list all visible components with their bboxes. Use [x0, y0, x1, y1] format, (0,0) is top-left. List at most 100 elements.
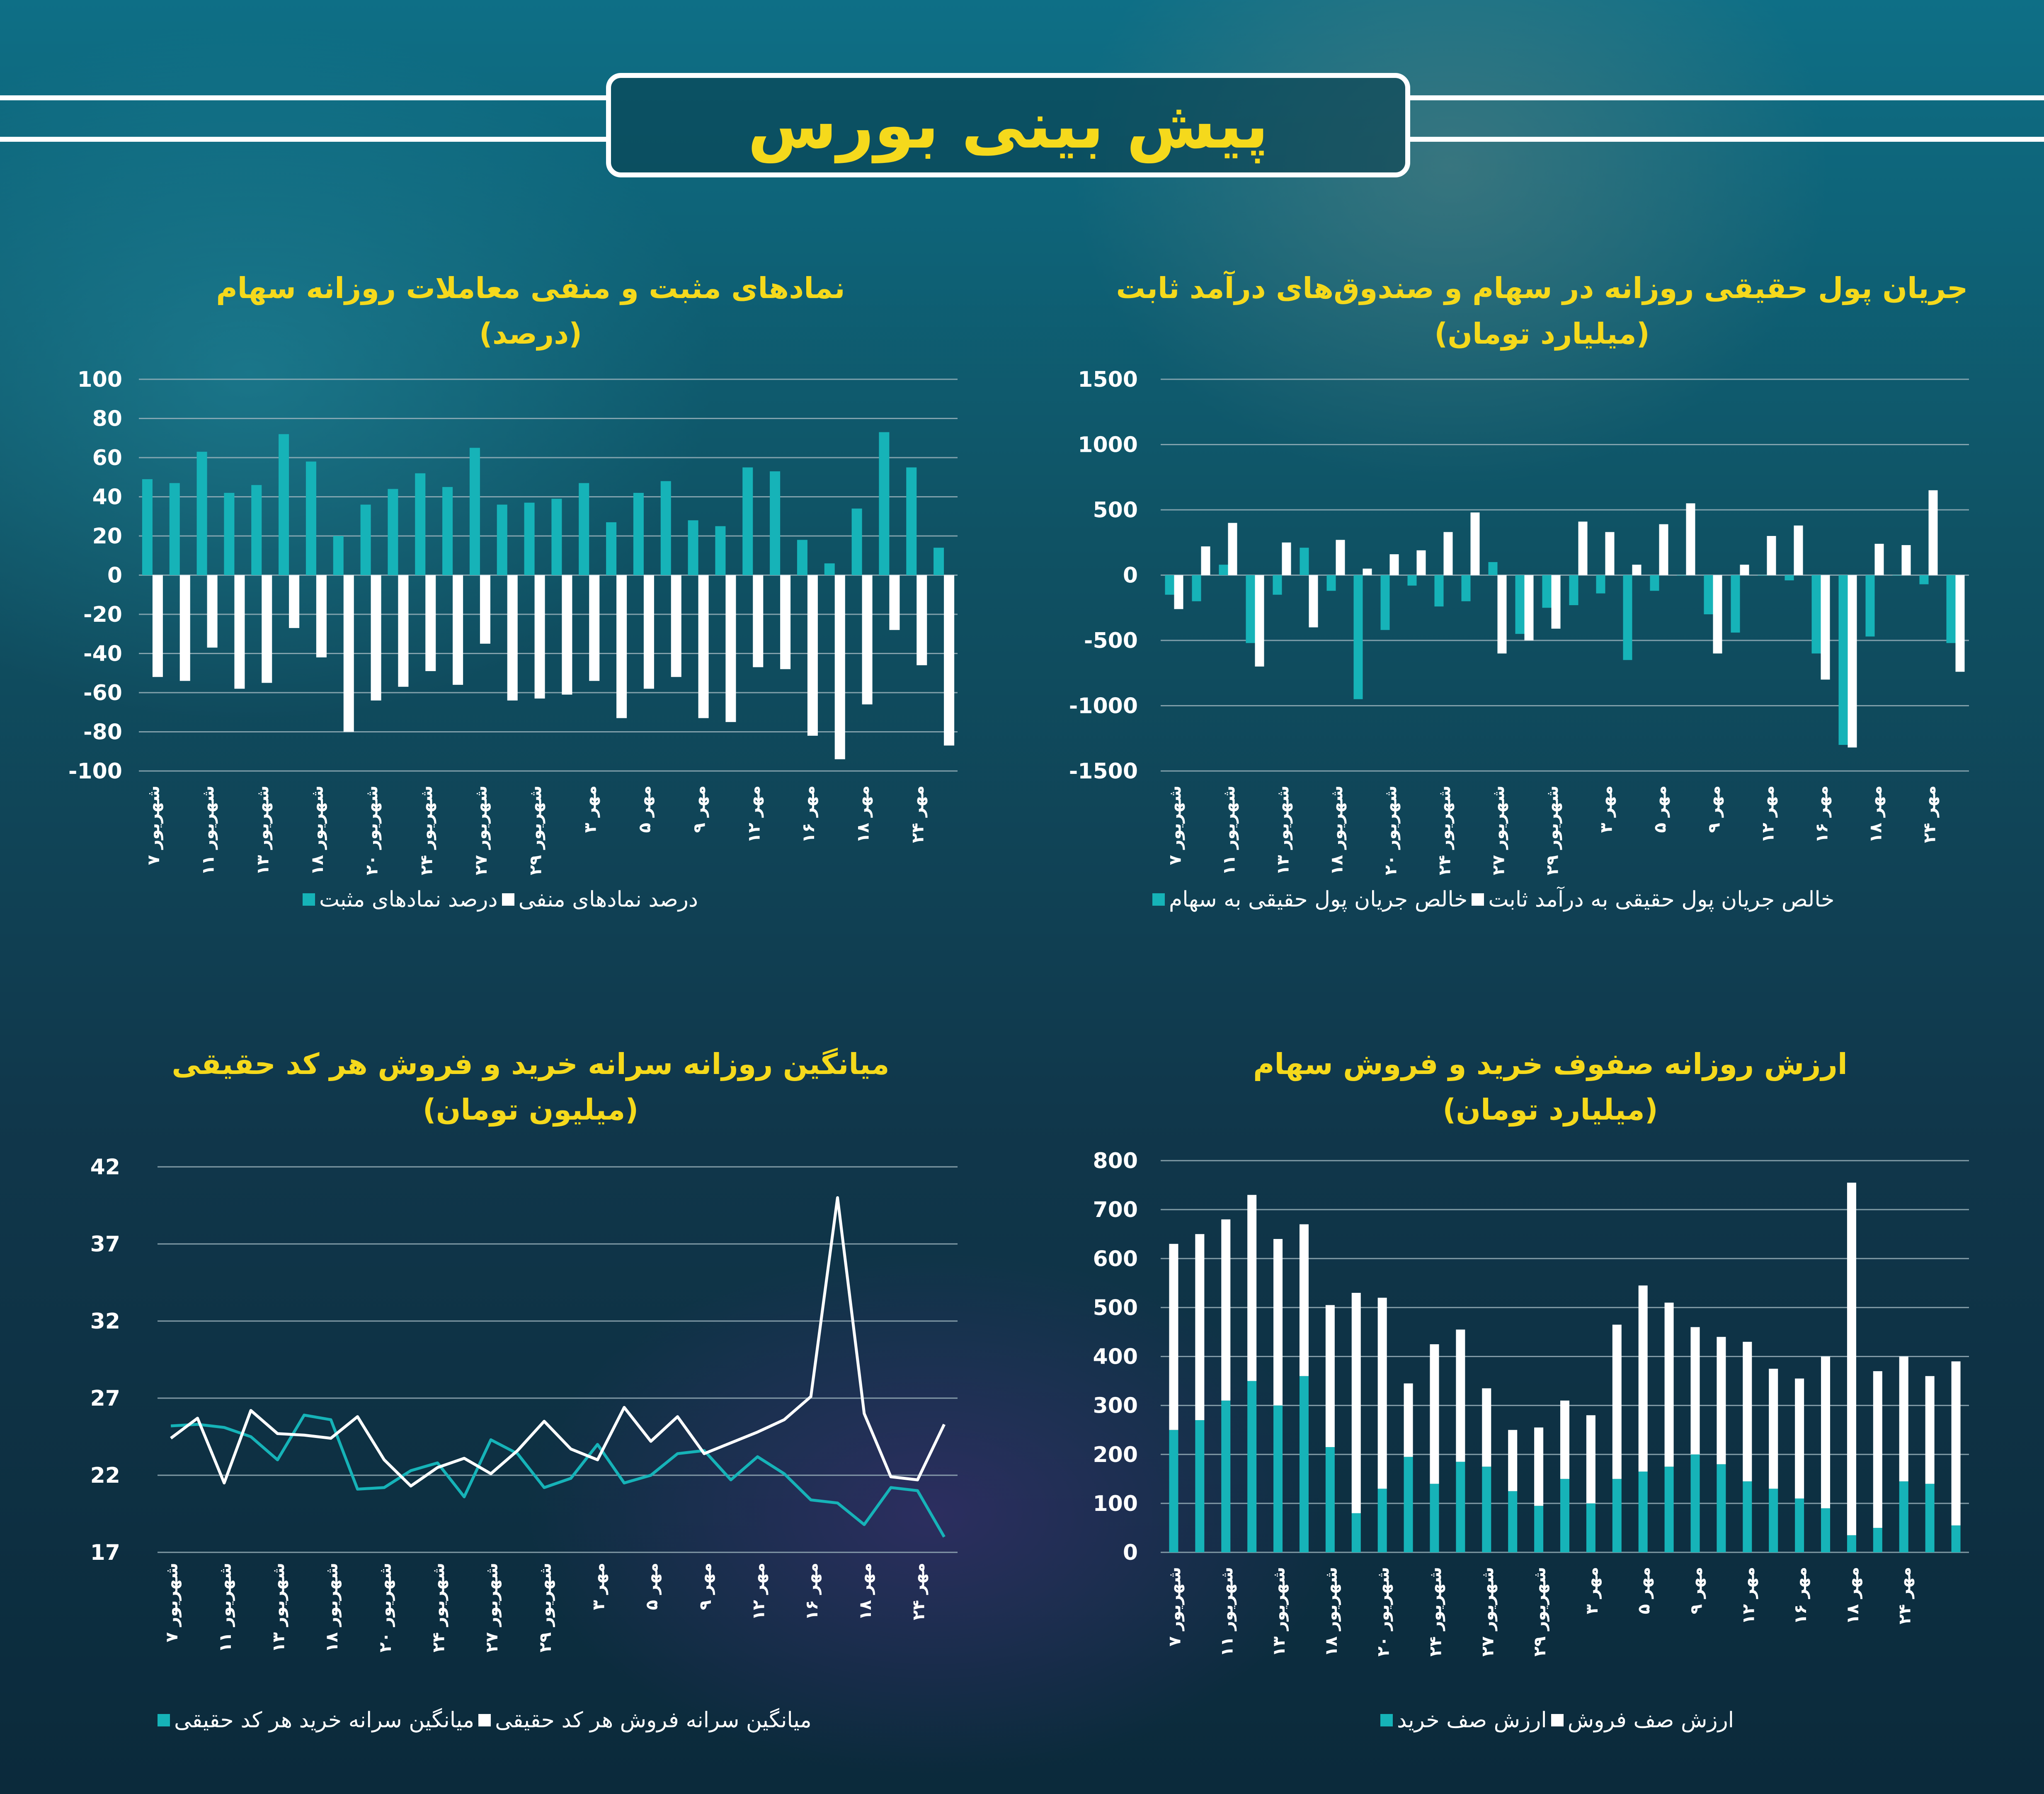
queue-values-bar-sell	[1456, 1329, 1465, 1462]
real-money-flow-bar-a	[1515, 575, 1525, 634]
header-rule-top-left	[0, 95, 606, 100]
positive-negative-symbols-xtick-label: ۹ مهر	[690, 785, 709, 833]
positive-negative-symbols-bar-b	[889, 575, 900, 630]
real-money-flow-bar-b	[1389, 554, 1399, 575]
legend-tr-fixed-income: خالص جریان پول حقیقی به درآمد ثابت	[1472, 887, 1834, 912]
positive-negative-symbols-xtick-label: ۱۳ شهریور	[253, 785, 272, 875]
queue-values-bar-buy	[1925, 1484, 1935, 1552]
positive-negative-symbols-bar-a	[660, 481, 671, 575]
queue-values-bar-sell	[1195, 1234, 1205, 1421]
real-money-flow-xtick-label: ۲۹ شهریور	[1543, 785, 1562, 875]
positive-negative-symbols-ytick-label: -60	[83, 681, 122, 705]
per-capita-buy-sell-ytick-label: 42	[90, 1155, 120, 1180]
queue-values-bar-sell	[1221, 1219, 1231, 1401]
positive-negative-symbols-bar-a	[688, 520, 698, 575]
real-money-flow-bar-b	[1901, 545, 1911, 575]
real-money-flow-bar-a	[1380, 575, 1390, 630]
header-rule-top-right	[1410, 95, 2044, 100]
positive-negative-symbols-bar-a	[524, 502, 535, 575]
positive-negative-symbols-xtick-label: ۲۰ شهریور	[363, 785, 382, 875]
positive-negative-symbols-ytick-label: 0	[107, 563, 122, 588]
positive-negative-symbols-bar-a	[879, 432, 890, 575]
queue-values-ytick-label: 400	[1093, 1345, 1138, 1370]
positive-negative-symbols-xtick-label: ۲۴ مهر	[908, 785, 927, 843]
real-money-flow-xtick-label: ۱۸ شهریور	[1328, 785, 1347, 875]
positive-negative-symbols-bar-a	[442, 487, 453, 575]
legend-tr: خالص جریان پول حقیقی به درآمد ثابت خالص …	[1127, 887, 1834, 912]
queue-values-bar-buy	[1821, 1508, 1831, 1552]
real-money-flow-bar-b	[1309, 575, 1318, 628]
positive-negative-symbols-bar-a	[497, 504, 507, 575]
real-money-flow-bar-a	[1273, 575, 1282, 595]
queue-values-bar-sell	[1586, 1415, 1595, 1503]
positive-negative-symbols-bar-b	[262, 575, 272, 683]
positive-negative-symbols-ytick-label: -20	[83, 602, 122, 627]
real-money-flow-xtick-label: ۲۴ مهر	[1920, 785, 1940, 843]
queue-values-bar-sell	[1299, 1224, 1309, 1376]
queue-values-bar-buy	[1430, 1484, 1439, 1552]
positive-negative-symbols-ytick-label: -100	[68, 759, 122, 784]
panel-tl-title-line2: (درصد)	[479, 317, 582, 351]
positive-negative-symbols-bar-b	[834, 575, 845, 759]
real-money-flow-bar-a	[1300, 548, 1309, 575]
real-money-flow-bar-a	[1650, 575, 1659, 591]
queue-values-bar-sell	[1795, 1378, 1804, 1499]
legend-br-sell: ارزش صف فروش	[1551, 1708, 1734, 1733]
real-money-flow-bar-a	[1246, 575, 1255, 643]
positive-negative-symbols-bar-b	[534, 575, 545, 699]
per-capita-buy-sell-ytick-label: 17	[90, 1540, 120, 1565]
positive-negative-symbols-bar-b	[398, 575, 409, 687]
queue-values-bar-sell	[1612, 1324, 1622, 1479]
queue-values-xtick-label: ۷ شهریور	[1165, 1567, 1184, 1646]
queue-values-bar-sell	[1899, 1356, 1908, 1481]
per-capita-buy-sell-ytick-label: 27	[90, 1386, 120, 1411]
panel-br-title: ارزش روزانه صفوف خرید و فروش سهام (میلیا…	[1144, 1041, 1957, 1132]
positive-negative-symbols-xtick-label: ۱۲ مهر	[744, 785, 764, 843]
per-capita-buy-sell-xtick-label: ۲۹ شهریور	[536, 1563, 555, 1653]
per-capita-buy-sell-ytick-label: 37	[90, 1232, 120, 1257]
per-capita-buy-sell-xtick-label: ۱۳ شهریور	[269, 1563, 289, 1653]
positive-negative-symbols-bar-b	[780, 575, 791, 669]
real-money-flow-bar-b	[1874, 543, 1884, 575]
per-capita-buy-sell-ytick-label: 32	[90, 1309, 120, 1334]
real-money-flow-xtick-label: ۵ مهر	[1651, 785, 1670, 833]
legend-tl: درصد نمادهای منفی درصد نمادهای مثبت	[298, 887, 698, 912]
queue-values-bar-buy	[1873, 1527, 1882, 1552]
queue-values-bar-buy	[1456, 1462, 1465, 1552]
real-money-flow-bar-a	[1326, 575, 1336, 591]
queue-values-bar-buy	[1899, 1481, 1908, 1552]
positive-negative-symbols-bar-a	[196, 451, 207, 575]
legend-tl-negative-label: درصد نمادهای منفی	[518, 887, 698, 912]
real-money-flow-bar-a	[1785, 575, 1794, 581]
real-money-flow-xtick-label: ۲۰ شهریور	[1382, 785, 1401, 875]
queue-values-ytick-label: 200	[1093, 1442, 1138, 1467]
real-money-flow-bar-b	[1174, 575, 1183, 609]
positive-negative-symbols-bar-a	[579, 483, 589, 575]
legend-tr-stocks-label: خالص جریان پول حقیقی به سهام	[1169, 887, 1468, 912]
real-money-flow-xtick-label: ۱۸ مهر	[1867, 785, 1886, 843]
positive-negative-symbols-xtick-label: ۱۱ شهریور	[199, 785, 218, 875]
real-money-flow-bar-b	[1928, 490, 1938, 575]
positive-negative-symbols-bar-a	[851, 508, 862, 575]
real-money-flow-bar-b	[1659, 524, 1668, 575]
per-capita-buy-sell-xtick-label: ۱۲ مهر	[749, 1563, 769, 1620]
positive-negative-symbols-xtick-label: ۷ شهریور	[144, 785, 163, 865]
real-money-flow-bar-b	[1740, 565, 1749, 575]
legend-br-sell-swatch	[1551, 1714, 1564, 1726]
queue-values-bar-buy	[1247, 1381, 1257, 1552]
positive-negative-symbols-bar-a	[742, 467, 753, 575]
queue-values-xtick-label: ۲۰ شهریور	[1374, 1567, 1393, 1657]
queue-values-xtick-label: ۱۱ شهریور	[1217, 1567, 1237, 1657]
per-capita-buy-sell-xtick-label: ۵ مهر	[643, 1563, 662, 1610]
queue-values-bar-buy	[1560, 1479, 1569, 1552]
per-capita-buy-sell-xtick-label: ۳ مهر	[589, 1563, 609, 1610]
positive-negative-symbols-bar-b	[343, 575, 354, 732]
positive-negative-symbols-ytick-label: 60	[92, 446, 122, 470]
positive-negative-symbols-bar-b	[562, 575, 572, 695]
legend-tl-positive: درصد نمادهای مثبت	[303, 887, 498, 912]
real-money-flow-bar-b	[1578, 521, 1588, 575]
per-capita-buy-sell-xtick-label: ۲۰ شهریور	[376, 1563, 395, 1653]
chart-per-capita-buy-sell: 42 37 32 27 22 17 ۷ شهریور ۱۱ شهریور ۱۳ شهریور ۱۸…	[90, 1155, 958, 1653]
per-capita-buy-sell-buy-line	[170, 1413, 946, 1538]
